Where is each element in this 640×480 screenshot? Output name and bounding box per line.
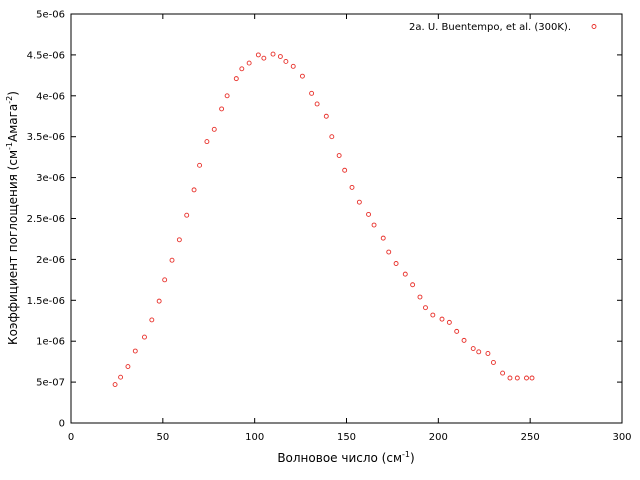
data-point (380, 235, 386, 241)
x-axis: 0 50 100 150 200 250 300 (68, 14, 632, 443)
data-point (386, 249, 392, 255)
y-tick-label: 2e-06 (36, 255, 65, 266)
x-tick-label: 250 (521, 432, 540, 443)
x-tick-label: 100 (245, 432, 264, 443)
data-point (219, 106, 225, 112)
x-tick-label: 0 (68, 432, 74, 443)
data-point (323, 113, 329, 119)
data-point (233, 76, 239, 82)
data-point (118, 374, 124, 380)
data-point (277, 54, 283, 59)
data-point (336, 153, 342, 158)
data-point (239, 66, 245, 72)
data-point (142, 334, 147, 340)
data-point (125, 364, 131, 370)
data-point (342, 167, 348, 173)
data-point (197, 162, 203, 168)
data-point (410, 282, 416, 288)
data-point (439, 316, 445, 322)
y-tick-label: 4.5e-06 (27, 50, 65, 61)
data-point (485, 351, 491, 356)
data-point (454, 328, 460, 334)
y-axis-label: Коэффициент поглощения (см-1Амага-2) (5, 91, 20, 345)
series-points (112, 51, 535, 388)
x-tick-label: 50 (156, 432, 169, 443)
x-tick-label: 150 (337, 432, 356, 443)
data-point (191, 187, 197, 193)
data-point (255, 52, 261, 58)
data-point (423, 305, 428, 311)
data-point (204, 139, 210, 145)
data-point (402, 271, 408, 277)
data-point (261, 55, 267, 61)
data-point (461, 337, 467, 343)
data-point (329, 134, 335, 140)
data-point (490, 360, 496, 365)
data-point (500, 370, 506, 376)
legend: 2a. U. Buentempo, et al. (300K). (409, 22, 597, 33)
y-tick-label: 0 (59, 419, 65, 430)
x-tick-label: 200 (429, 432, 448, 443)
data-point (132, 348, 138, 354)
data-point (149, 317, 155, 323)
data-point (309, 90, 315, 96)
data-point (270, 51, 276, 57)
data-point (211, 126, 217, 132)
y-tick-label: 5e-06 (36, 10, 65, 21)
y-tick-label: 2.5e-06 (27, 214, 65, 225)
data-point (356, 199, 362, 205)
data-point (470, 346, 476, 352)
data-point (184, 212, 190, 218)
y-tick-label: 1.5e-06 (27, 296, 65, 307)
data-point (299, 73, 305, 79)
y-tick-label: 5e-07 (36, 378, 65, 389)
data-point (371, 222, 377, 228)
data-point (290, 63, 296, 69)
data-point (176, 237, 182, 243)
data-point (349, 184, 355, 190)
data-point (162, 277, 168, 283)
data-point (283, 58, 289, 64)
data-point (529, 375, 535, 381)
data-point (430, 312, 436, 318)
y-axis: 0 5e-07 1e-06 1.5e-06 2e-06 2.5e-06 3e-06 3.5e-… (27, 10, 622, 430)
data-point (314, 101, 320, 107)
data-point (446, 319, 452, 325)
y-tick-label: 1e-06 (36, 337, 65, 348)
data-point (507, 375, 513, 381)
data-point (112, 382, 118, 388)
data-point (224, 93, 230, 99)
data-point (366, 211, 371, 217)
data-point (156, 298, 162, 304)
data-point (246, 60, 252, 66)
y-tick-label: 4e-06 (36, 91, 65, 102)
plot-frame (70, 13, 623, 424)
data-point (169, 257, 175, 263)
data-point (393, 261, 399, 266)
y-tick-label: 3.5e-06 (27, 132, 65, 143)
data-point (514, 375, 520, 381)
data-point (417, 294, 423, 300)
x-tick-label: 300 (612, 432, 631, 443)
data-point (524, 375, 529, 381)
y-tick-label: 3e-06 (36, 173, 65, 184)
x-axis-label: Волновое число (см-1) (277, 450, 414, 465)
legend-marker (591, 24, 597, 29)
data-point (476, 349, 482, 355)
legend-label: 2a. U. Buentempo, et al. (300K). (409, 22, 571, 33)
